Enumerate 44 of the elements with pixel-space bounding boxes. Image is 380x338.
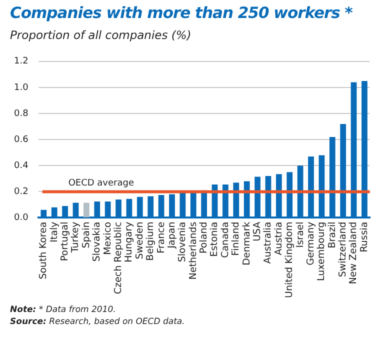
x-tick-label: France [156, 222, 167, 254]
x-tick-label: Italy [48, 221, 60, 242]
x-tick-label: South Korea [38, 222, 50, 280]
x-tick-label: Poland [198, 222, 210, 254]
y-tick-label: 1.2 [14, 56, 28, 67]
x-tick-label: Slovenia [177, 222, 188, 262]
x-tick-label: Czech Republic [112, 222, 124, 294]
x-tick-label: Denmark [241, 221, 252, 266]
x-tick-label: Israel [294, 222, 306, 248]
x-tick-label: United Kingdom [284, 222, 296, 298]
source-note: Source: Research, based on OECD data. [10, 316, 185, 328]
x-tick-label: Austria [273, 222, 284, 256]
y-tick-label: 0.4 [14, 160, 29, 171]
x-tick-label: Belgium [145, 222, 156, 261]
x-tick-label: Mexico [102, 222, 114, 255]
x-tick-label: Spain [80, 222, 92, 248]
x-tick-label: USA [252, 221, 264, 242]
x-tick-label: Portugal [60, 222, 71, 262]
x-tick-label: New Zealand [348, 222, 360, 284]
x-tick-label: Brazil [326, 222, 338, 248]
x-tick-label: Sweden [134, 222, 146, 260]
x-tick-label: Canada [220, 222, 231, 258]
x-tick-label: Luxembourg [316, 222, 328, 281]
x-tick-label: Australia [262, 222, 274, 264]
ref-line-label: OECD average [68, 178, 134, 189]
y-tick-label: 0.8 [14, 108, 29, 119]
x-tick-label: Slovakia [92, 222, 103, 262]
y-tick-label: 0.2 [14, 187, 28, 198]
x-tick-label: Turkey [70, 221, 82, 254]
x-tick-label: Hungary [124, 221, 135, 262]
x-tick-label: Finland [230, 222, 242, 256]
x-tick-label: Germany [305, 221, 316, 266]
x-tick-label: Switzerland [338, 222, 349, 278]
text: Note: * Data from 2010. [10, 304, 117, 316]
x-tick-label: Japan [166, 222, 178, 250]
x-tick-label: Estonia [209, 222, 220, 257]
y-tick-label: 0.0 [14, 213, 29, 224]
x-tick-label: Netherlands [188, 222, 199, 280]
bar [83, 202, 90, 218]
x-tick-label: Russia [358, 222, 370, 252]
chart-title: Companies with more than 250 workers * [10, 4, 352, 22]
y-tick-label: 1.0 [14, 82, 29, 93]
y-tick-label: 0.6 [14, 134, 29, 145]
chart-subtitle: Proportion of all companies (%) [10, 28, 192, 42]
